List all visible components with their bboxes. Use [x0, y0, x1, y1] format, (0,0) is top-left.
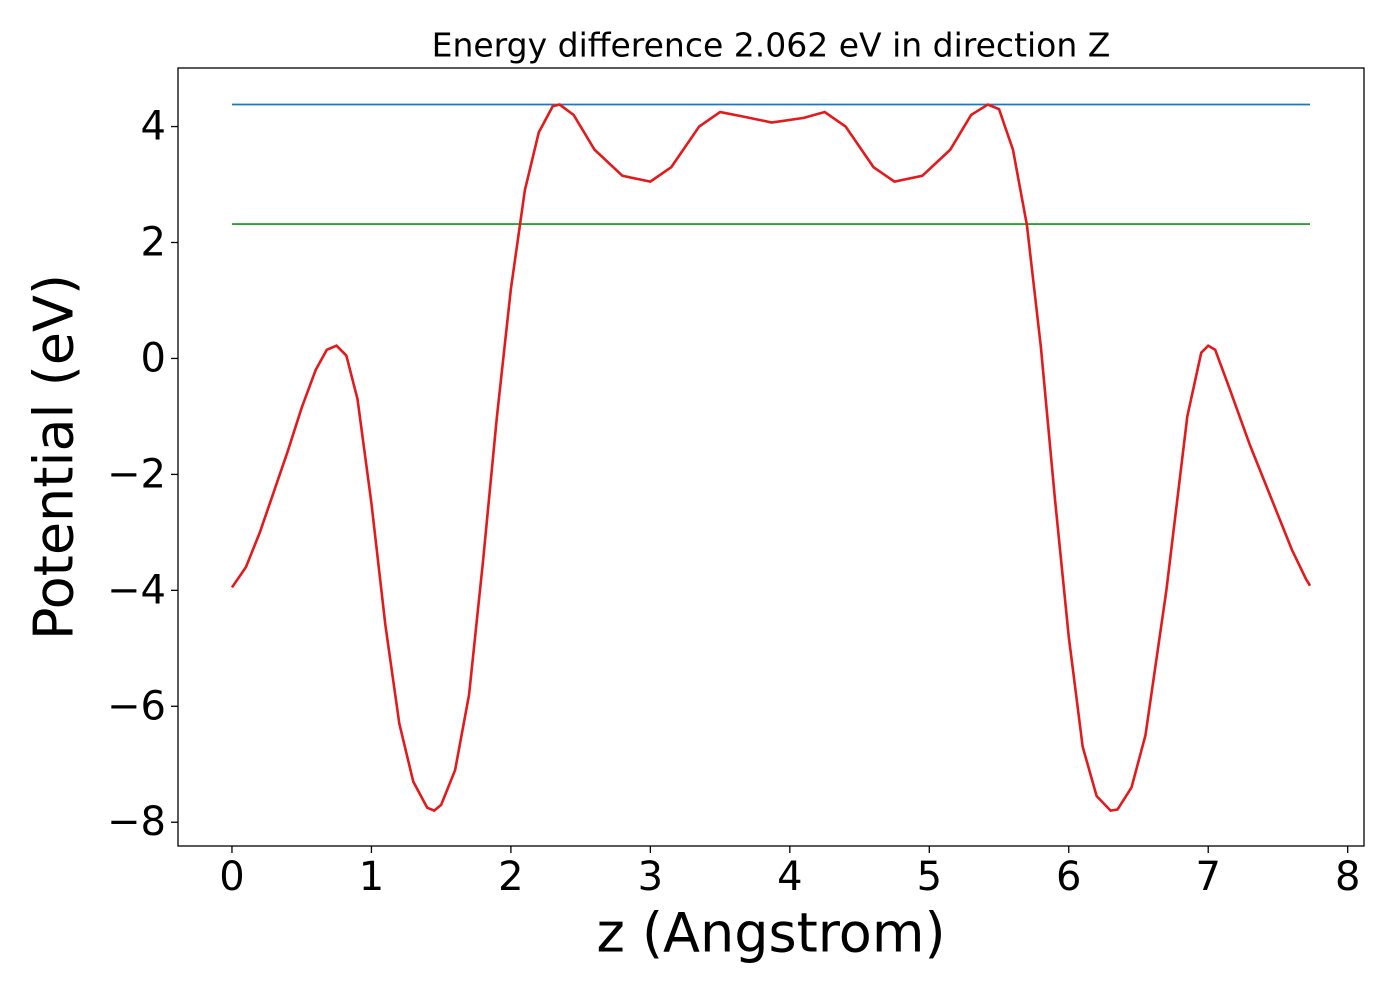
x-tick-label: 2 [498, 854, 523, 900]
y-tick-label: 0 [141, 335, 166, 381]
y-axis-label: Potential (eV) [23, 274, 86, 640]
x-tick-label: 5 [917, 854, 942, 900]
line [230, 103, 1312, 813]
x-tick-label: 0 [219, 854, 244, 900]
y-tick-label: −2 [107, 451, 166, 497]
y-tick-label: −6 [107, 683, 166, 729]
x-tick-label: 4 [777, 854, 802, 900]
x-axis-label: z (Angstrom) [596, 902, 945, 965]
x-tick-label: 8 [1335, 854, 1360, 900]
y-tick-label: −8 [107, 799, 166, 845]
y-tick-label: 2 [141, 219, 166, 265]
x-tick-label: 3 [638, 854, 663, 900]
x-tick-label: 1 [359, 854, 384, 900]
x-tick-label: 6 [1056, 854, 1081, 900]
y-tick-label: 4 [141, 104, 166, 150]
x-tick-label: 7 [1195, 854, 1220, 900]
chart-title: Energy difference 2.062 eV in direction … [432, 26, 1111, 65]
plot-frame [177, 67, 1365, 847]
y-tick-label: −4 [107, 567, 166, 613]
